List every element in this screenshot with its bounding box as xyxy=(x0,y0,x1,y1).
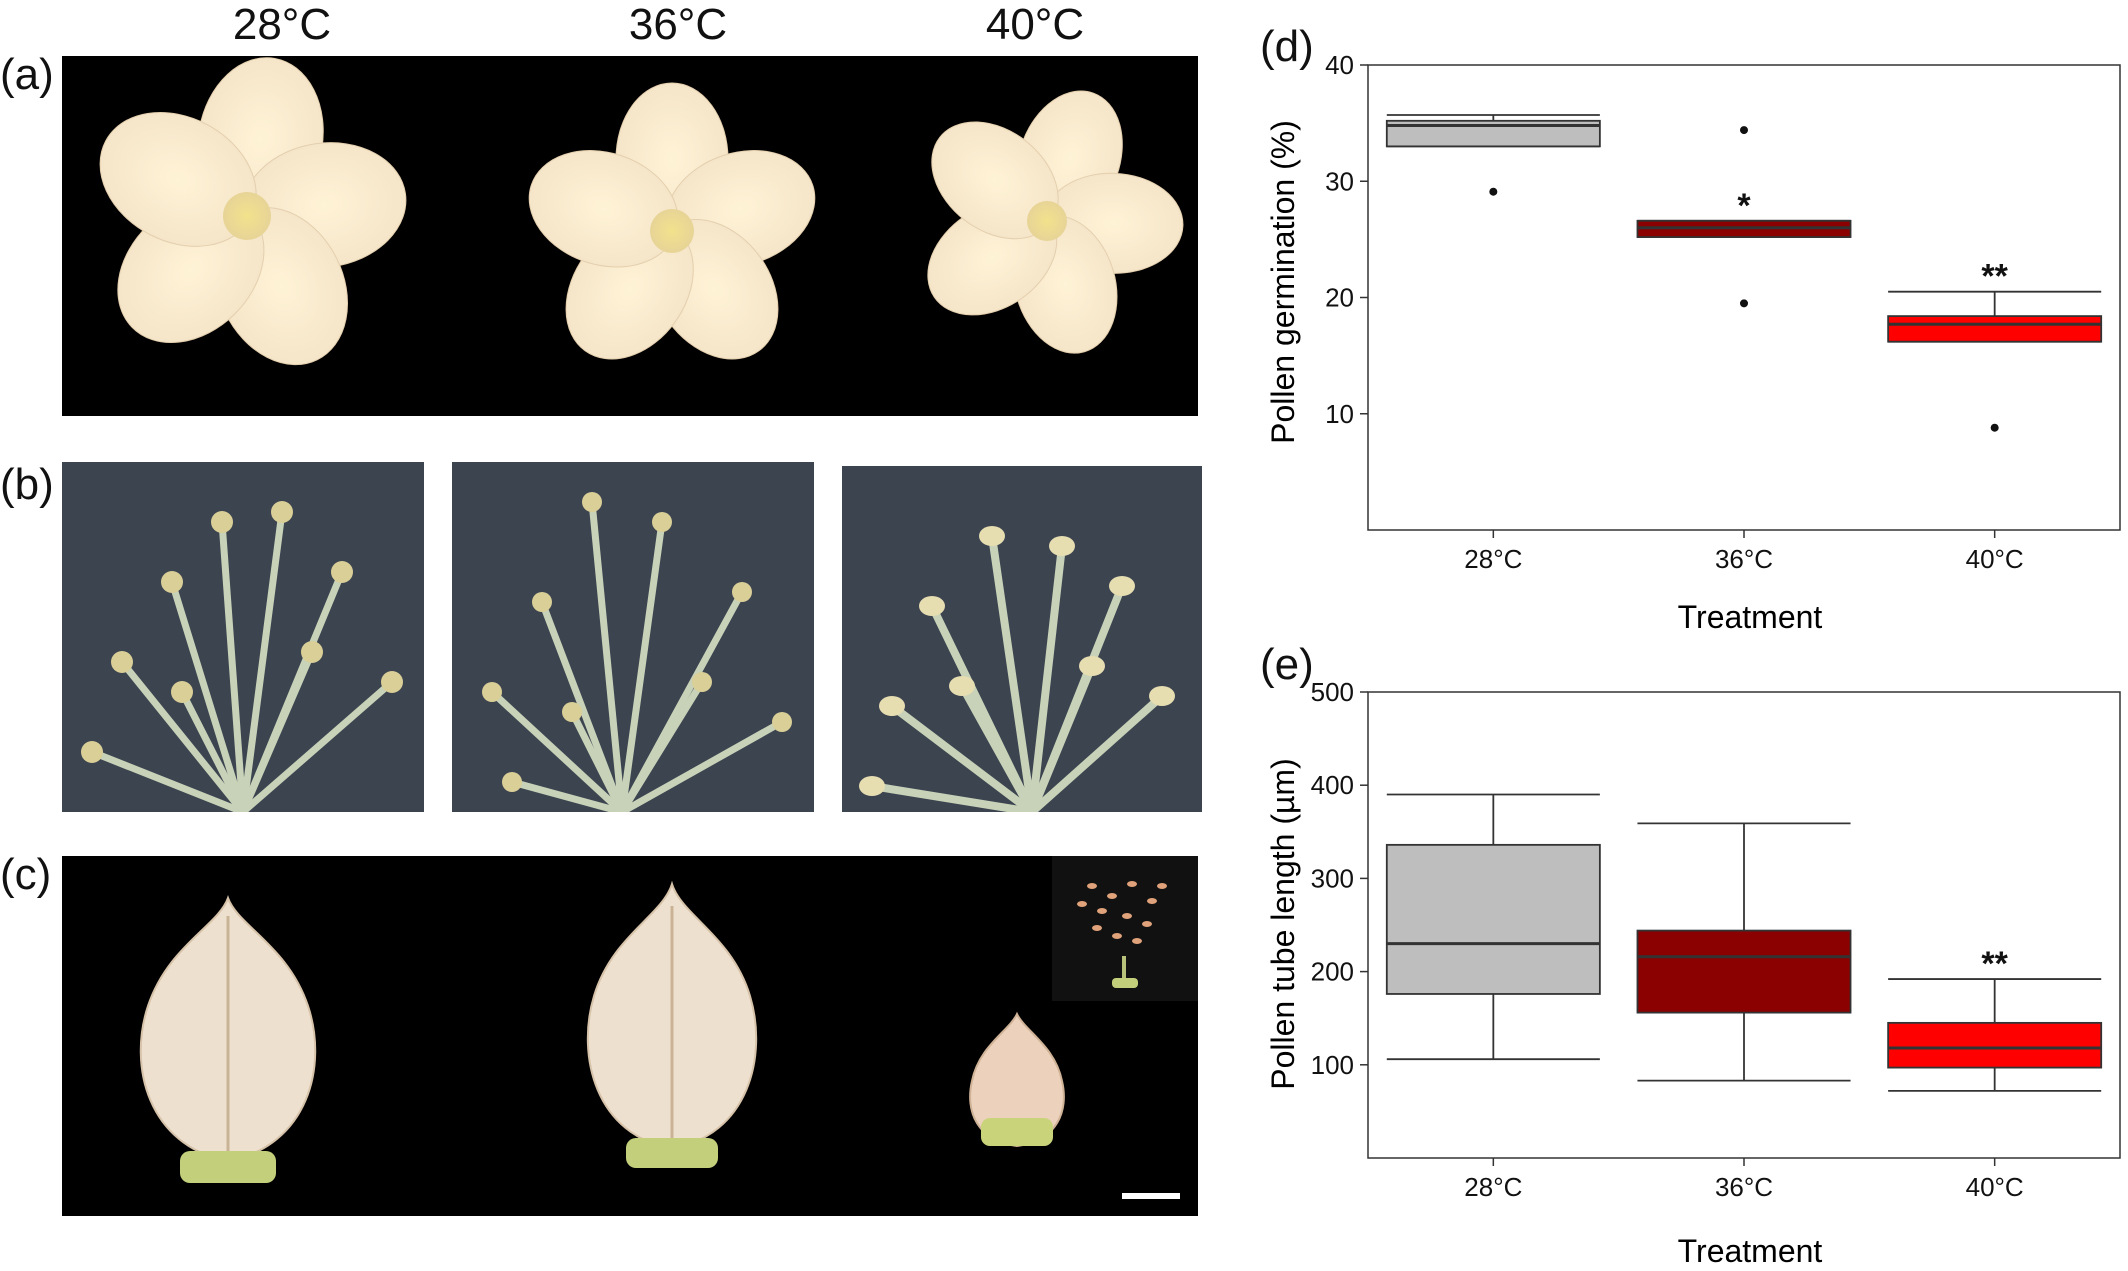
y-tick-label: 40 xyxy=(1325,50,1354,80)
flower-photo-panel xyxy=(62,56,1198,416)
y-tick-label: 300 xyxy=(1311,863,1354,893)
stamen-photo-36 xyxy=(452,462,814,812)
panel-letter-b: (b) xyxy=(0,460,54,509)
outlier-point xyxy=(1740,126,1748,135)
column-label-36: 36°C xyxy=(628,0,728,49)
box-40°C: ** xyxy=(1887,945,2103,1092)
column-label-40: 40°C xyxy=(985,0,1085,49)
stamen-photo-28 xyxy=(62,462,424,812)
x-tick-label: 36°C xyxy=(1715,544,1773,574)
significance-marker: ** xyxy=(1981,258,2008,296)
box-body xyxy=(1887,315,2103,343)
y-axis-label: Pollen tube length (µm) xyxy=(1265,758,1301,1090)
y-tick-label: 30 xyxy=(1325,166,1354,196)
x-tick-label: 28°C xyxy=(1464,544,1522,574)
significance-marker: * xyxy=(1737,187,1751,225)
box-36°C: * xyxy=(1636,126,1852,308)
flower-28 xyxy=(99,57,407,366)
seeds-inset xyxy=(1052,856,1198,1001)
significance-marker: ** xyxy=(1981,945,2008,983)
y-tick-label: 200 xyxy=(1311,957,1354,987)
box-36°C xyxy=(1636,822,1852,1082)
x-axis-label: Treatment xyxy=(1678,599,1823,635)
fruit-photo-panel xyxy=(62,856,1198,1216)
outlier-point xyxy=(1489,187,1498,196)
y-tick-label: 10 xyxy=(1325,399,1354,429)
outlier-point xyxy=(1990,423,1999,432)
y-tick-label: 500 xyxy=(1311,677,1354,707)
fruit-36 xyxy=(586,880,758,1168)
column-label-28: 28°C xyxy=(232,0,332,49)
flower-36 xyxy=(528,82,816,360)
box-body xyxy=(1385,843,1601,995)
box-28°C xyxy=(1385,114,1601,196)
x-axis-label: Treatment xyxy=(1678,1233,1823,1269)
chart-pollen-germination: Pollen germination (%) Treatment 10 20 30 4… xyxy=(1265,50,2121,635)
fruit-40 xyxy=(969,1011,1065,1148)
y-tick-label: 20 xyxy=(1325,283,1354,313)
stamen-photo-40 xyxy=(842,466,1202,812)
y-tick-label: 400 xyxy=(1311,770,1354,800)
x-tick-label: 40°C xyxy=(1966,544,2024,574)
scale-bar xyxy=(1122,1193,1180,1199)
panel-letter-c: (c) xyxy=(0,850,52,899)
outlier-point xyxy=(1740,299,1748,308)
y-axis-label: Pollen germination (%) xyxy=(1265,120,1301,444)
panel-letter-a: (a) xyxy=(0,50,54,99)
box-28°C xyxy=(1385,793,1601,1061)
box-body xyxy=(1887,1021,2103,1069)
box-body xyxy=(1636,929,1852,1014)
x-tick-label: 40°C xyxy=(1966,1172,2024,1202)
box-40°C: ** xyxy=(1887,258,2103,432)
y-tick-label: 100 xyxy=(1311,1050,1354,1080)
panel-letter-d: (d) xyxy=(1260,22,1314,71)
x-tick-label: 36°C xyxy=(1715,1172,1773,1202)
fruit-28 xyxy=(139,895,317,1183)
flower-40 xyxy=(927,90,1184,354)
x-tick-label: 28°C xyxy=(1464,1172,1522,1202)
panel-letter-e: (e) xyxy=(1260,640,1314,689)
chart-pollen-tube-length: Pollen tube length (µm) Treatment 100 200… xyxy=(1265,677,2121,1269)
